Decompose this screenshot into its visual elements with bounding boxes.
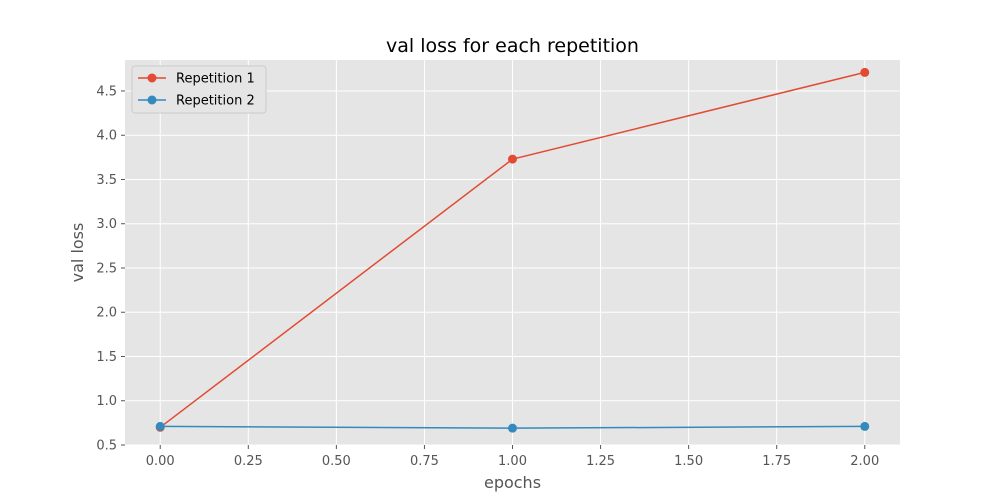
x-tick-label: 1.75: [762, 454, 791, 469]
x-tick-label: 0.75: [410, 454, 439, 469]
y-axis: 0.5 1.0 1.5 2.0 2.5 3.0 3.5 4.0 4.5: [96, 84, 125, 454]
x-tick-label: 0.00: [146, 454, 175, 469]
legend-marker-repetition-2: [147, 95, 157, 105]
data-point-repetition-1: [508, 154, 517, 164]
legend-label-repetition-2: Repetition 2: [176, 94, 255, 109]
y-axis-label: val loss: [68, 223, 87, 283]
y-tick-label: 4.0: [96, 129, 117, 144]
data-point-repetition-2: [155, 421, 165, 431]
data-point-repetition-2: [860, 421, 870, 431]
x-tick-label: 2.00: [850, 454, 879, 469]
y-tick-label: 1.0: [96, 394, 117, 409]
data-point-repetition-1: [860, 67, 870, 77]
x-tick-label: 0.50: [322, 454, 351, 469]
y-tick-label: 1.5: [96, 350, 117, 365]
y-tick-label: 3.0: [96, 217, 117, 232]
x-axis-label: epochs: [484, 473, 541, 492]
data-point-repetition-2: [508, 423, 517, 433]
x-tick-label: 0.25: [234, 454, 263, 469]
y-tick-label: 3.5: [96, 173, 117, 188]
x-tick-label: 1.25: [586, 454, 615, 469]
legend: Repetition 1 Repetition 2: [131, 65, 267, 114]
x-tick-label: 1.00: [498, 454, 527, 469]
y-tick-label: 2.0: [96, 306, 117, 321]
y-tick-label: 0.5: [96, 439, 117, 454]
x-tick-label: 1.50: [674, 454, 703, 469]
legend-marker-repetition-1: [147, 73, 157, 83]
chart-title: val loss for each repetition: [386, 35, 639, 57]
y-tick-label: 4.5: [96, 84, 117, 99]
y-tick-label: 2.5: [96, 261, 117, 276]
series-group: [155, 67, 870, 433]
x-axis: 0.00 0.25 0.50 0.75 1.00 1.25 1.50 1.75 2.00: [146, 445, 879, 469]
legend-label-repetition-1: Repetition 1: [176, 72, 255, 87]
